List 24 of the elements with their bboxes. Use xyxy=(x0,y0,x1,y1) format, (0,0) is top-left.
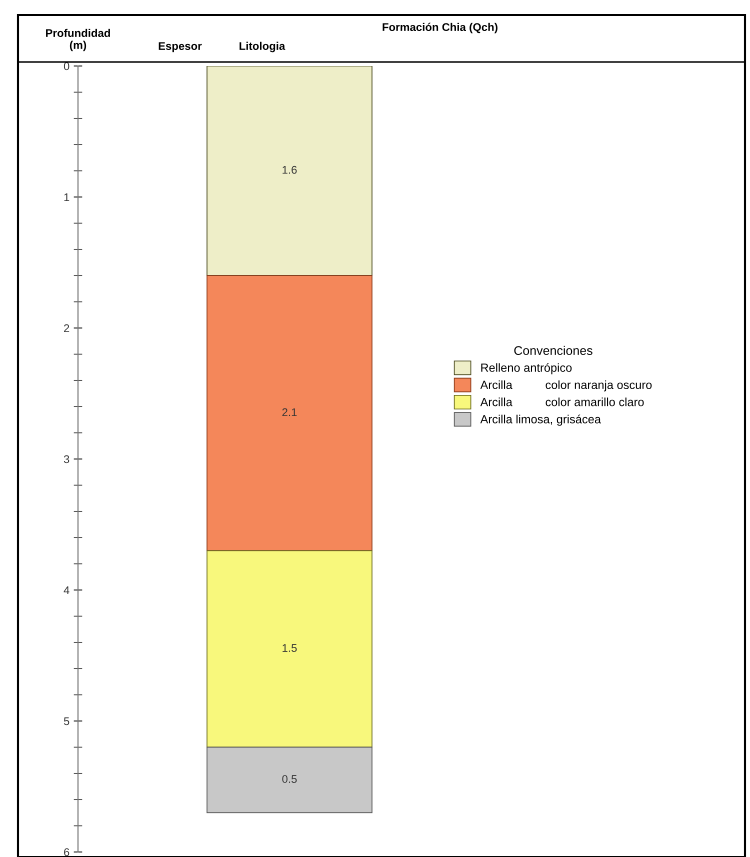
legend-label: Arcilla limosa, grisácea xyxy=(480,414,601,426)
legend-label: Arcilla color naranja oscuro xyxy=(480,380,652,392)
y-tick-label: 2 xyxy=(64,324,70,332)
y-tick-label: 6 xyxy=(64,848,70,856)
data-label: 1.5 xyxy=(282,644,297,652)
y-axis-title: Profundidad (m) xyxy=(46,28,110,52)
data-label: 1.6 xyxy=(282,166,297,174)
y-tick-label: 3 xyxy=(64,455,70,464)
y-tick-label: 1 xyxy=(64,193,70,202)
bar xyxy=(206,275,372,552)
bar xyxy=(206,66,372,276)
legend-title: Convenciones xyxy=(514,346,592,355)
y-tick-label: 5 xyxy=(64,717,70,726)
text: Litologia xyxy=(240,42,286,52)
legend-label: Relleno antrópico xyxy=(481,363,572,374)
data-label: 2.1 xyxy=(282,408,297,416)
bar xyxy=(206,746,372,814)
text: Espesor xyxy=(158,42,202,52)
y-tick-label: 4 xyxy=(64,586,70,594)
bar xyxy=(206,550,372,748)
y-tick-label: 0 xyxy=(64,62,70,70)
text: Formación Chia (Qch) xyxy=(382,22,498,34)
data-label: 0.5 xyxy=(282,775,297,783)
legend-label: Arcilla color amarillo claro xyxy=(480,398,644,406)
